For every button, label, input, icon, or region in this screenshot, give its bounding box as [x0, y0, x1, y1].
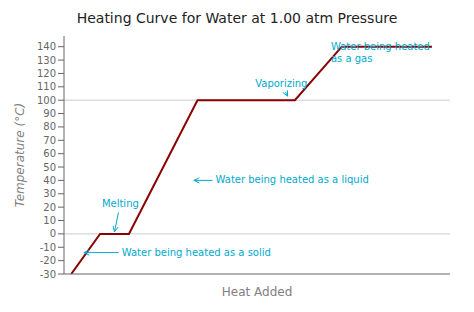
svg-text:80: 80 [43, 121, 56, 132]
svg-text:-10: -10 [40, 242, 56, 253]
svg-text:120: 120 [37, 68, 56, 79]
svg-text:50: 50 [43, 162, 56, 173]
svg-text:-20: -20 [40, 255, 56, 266]
html-text:Heating Curve for Water at 1.0: Heating Curve for Water at 1.00 atm Pres… [76, 10, 398, 26]
svg-text:60: 60 [43, 148, 56, 159]
svg-text:Water being heated as a liquid: Water being heated as a liquid [216, 174, 369, 185]
svg-text:140: 140 [37, 41, 56, 52]
svg-text:40: 40 [43, 175, 56, 186]
svg-text:10: 10 [43, 215, 56, 226]
svg-text:Water being heatedas a gas: Water being heatedas a gas [331, 41, 430, 64]
svg-text:Temperature (°C): Temperature (°C) [13, 103, 27, 207]
svg-text:30: 30 [43, 188, 56, 199]
svg-text:70: 70 [43, 135, 56, 146]
svg-text:100: 100 [37, 95, 56, 106]
svg-text:110: 110 [37, 81, 56, 92]
svg-text:20: 20 [43, 202, 56, 213]
svg-text:Melting: Melting [102, 198, 139, 209]
svg-text:130: 130 [37, 55, 56, 66]
svg-text:0: 0 [50, 228, 56, 239]
svg-text:90: 90 [43, 108, 56, 119]
svg-text:Water being heated as a solid: Water being heated as a solid [122, 247, 271, 258]
svg-text:-30: -30 [40, 269, 56, 280]
svg-text:Vaporizing: Vaporizing [255, 78, 307, 89]
svg-text:Heat Added: Heat Added [222, 285, 293, 299]
